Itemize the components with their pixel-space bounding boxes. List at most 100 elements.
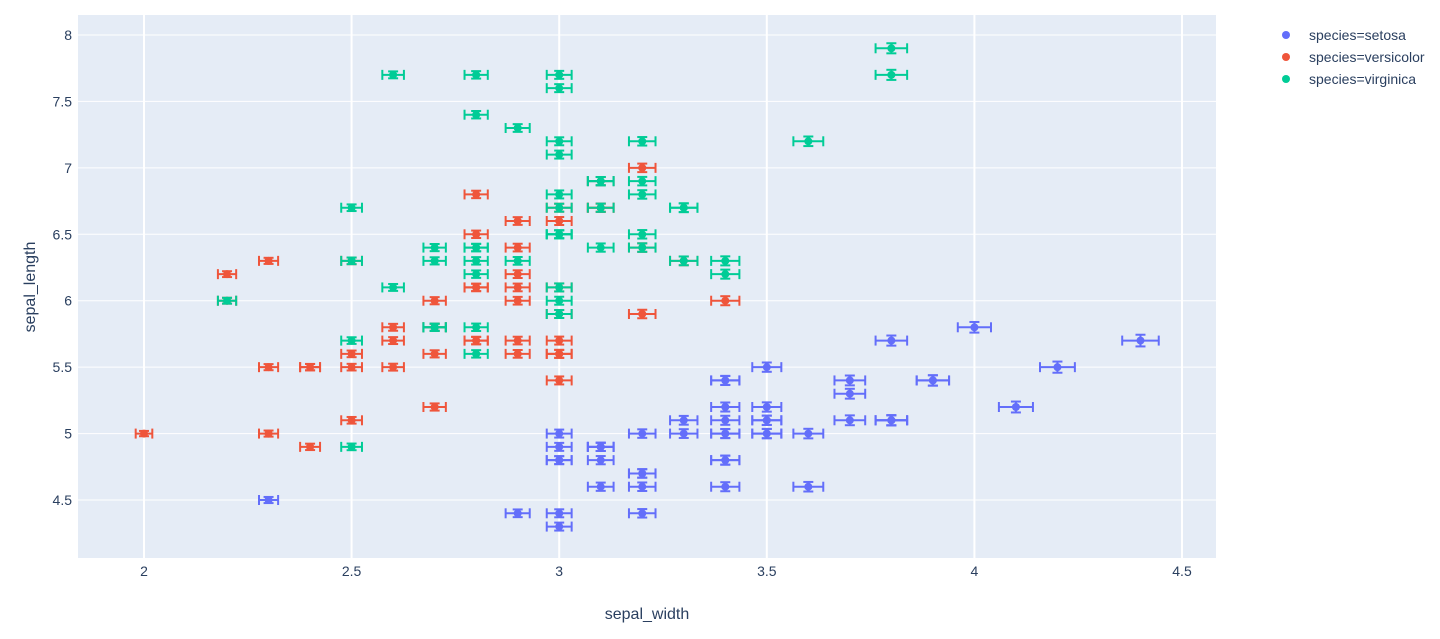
- data-point[interactable]: [586, 481, 615, 492]
- data-point[interactable]: [340, 415, 363, 426]
- legend-item[interactable]: species=virginica: [1282, 71, 1416, 87]
- data-point[interactable]: [669, 414, 699, 426]
- data-point[interactable]: [545, 83, 573, 94]
- data-point[interactable]: [422, 322, 447, 333]
- data-point[interactable]: [422, 255, 447, 266]
- data-point[interactable]: [463, 255, 489, 266]
- data-point[interactable]: [874, 42, 909, 55]
- data-point[interactable]: [463, 322, 489, 333]
- data-point[interactable]: [833, 414, 867, 427]
- data-point[interactable]: [463, 269, 489, 280]
- data-point[interactable]: [340, 348, 363, 359]
- data-point[interactable]: [586, 441, 615, 452]
- data-point[interactable]: [627, 136, 657, 147]
- data-point[interactable]: [545, 335, 573, 346]
- data-point[interactable]: [710, 428, 741, 440]
- data-point[interactable]: [586, 176, 615, 187]
- data-point[interactable]: [627, 308, 657, 320]
- data-point[interactable]: [463, 189, 489, 200]
- data-point[interactable]: [627, 162, 657, 174]
- data-point[interactable]: [833, 374, 867, 387]
- data-point[interactable]: [463, 229, 489, 240]
- data-point[interactable]: [545, 216, 573, 227]
- data-point[interactable]: [463, 335, 489, 346]
- data-point[interactable]: [627, 468, 657, 479]
- data-point[interactable]: [258, 428, 280, 439]
- data-point[interactable]: [1039, 360, 1076, 374]
- data-point[interactable]: [710, 295, 741, 307]
- data-point[interactable]: [545, 149, 573, 160]
- data-point[interactable]: [504, 348, 531, 359]
- data-point[interactable]: [710, 374, 741, 386]
- data-point[interactable]: [463, 242, 489, 253]
- data-point[interactable]: [381, 335, 405, 346]
- data-point[interactable]: [627, 229, 657, 240]
- data-point[interactable]: [381, 322, 405, 333]
- data-point[interactable]: [381, 282, 405, 293]
- data-point[interactable]: [792, 427, 825, 440]
- data-point[interactable]: [216, 295, 238, 306]
- data-point[interactable]: [340, 255, 363, 266]
- data-point[interactable]: [627, 508, 657, 519]
- data-point[interactable]: [216, 269, 238, 280]
- data-point[interactable]: [586, 242, 615, 253]
- data-point[interactable]: [340, 202, 363, 213]
- data-point[interactable]: [504, 255, 531, 266]
- data-point[interactable]: [627, 242, 657, 253]
- data-point[interactable]: [422, 295, 447, 306]
- data-point[interactable]: [381, 362, 405, 373]
- data-point[interactable]: [669, 428, 699, 439]
- data-point[interactable]: [874, 68, 909, 81]
- data-point[interactable]: [627, 189, 657, 200]
- data-point[interactable]: [545, 202, 573, 213]
- data-point[interactable]: [545, 521, 573, 532]
- data-point[interactable]: [504, 508, 531, 519]
- data-point[interactable]: [874, 334, 909, 347]
- data-point[interactable]: [340, 335, 363, 346]
- data-point[interactable]: [751, 414, 783, 426]
- legend-item[interactable]: species=versicolor: [1282, 49, 1425, 65]
- data-point[interactable]: [299, 441, 322, 452]
- data-point[interactable]: [545, 189, 573, 200]
- data-point[interactable]: [422, 348, 447, 359]
- data-point[interactable]: [463, 69, 489, 80]
- data-point[interactable]: [545, 428, 573, 439]
- data-point[interactable]: [1121, 333, 1160, 348]
- data-point[interactable]: [545, 441, 573, 452]
- data-point[interactable]: [504, 282, 531, 293]
- data-point[interactable]: [545, 69, 573, 80]
- data-point[interactable]: [545, 136, 573, 147]
- data-point[interactable]: [915, 374, 951, 387]
- data-point[interactable]: [751, 361, 783, 373]
- data-point[interactable]: [710, 268, 741, 280]
- data-point[interactable]: [545, 375, 573, 386]
- data-point[interactable]: [751, 427, 783, 440]
- data-point[interactable]: [545, 309, 573, 320]
- data-point[interactable]: [627, 175, 657, 187]
- data-point[interactable]: [134, 428, 154, 439]
- data-point[interactable]: [545, 508, 573, 519]
- data-point[interactable]: [792, 135, 825, 148]
- data-point[interactable]: [627, 428, 657, 439]
- data-point[interactable]: [833, 387, 867, 400]
- data-point[interactable]: [504, 242, 531, 253]
- data-point[interactable]: [669, 202, 699, 214]
- data-point[interactable]: [463, 348, 489, 359]
- data-point[interactable]: [874, 414, 909, 427]
- data-point[interactable]: [710, 414, 741, 426]
- data-point[interactable]: [710, 454, 741, 466]
- data-point[interactable]: [545, 282, 573, 293]
- data-point[interactable]: [504, 123, 531, 134]
- data-point[interactable]: [586, 202, 615, 213]
- data-point[interactable]: [710, 401, 741, 413]
- data-point[interactable]: [545, 348, 573, 359]
- data-point[interactable]: [463, 282, 489, 293]
- data-point[interactable]: [504, 295, 531, 306]
- data-point[interactable]: [545, 229, 573, 240]
- data-point[interactable]: [545, 295, 573, 306]
- data-point[interactable]: [340, 441, 363, 452]
- data-point[interactable]: [627, 481, 657, 492]
- data-point[interactable]: [504, 335, 531, 346]
- data-point[interactable]: [258, 362, 280, 373]
- data-point[interactable]: [669, 255, 699, 267]
